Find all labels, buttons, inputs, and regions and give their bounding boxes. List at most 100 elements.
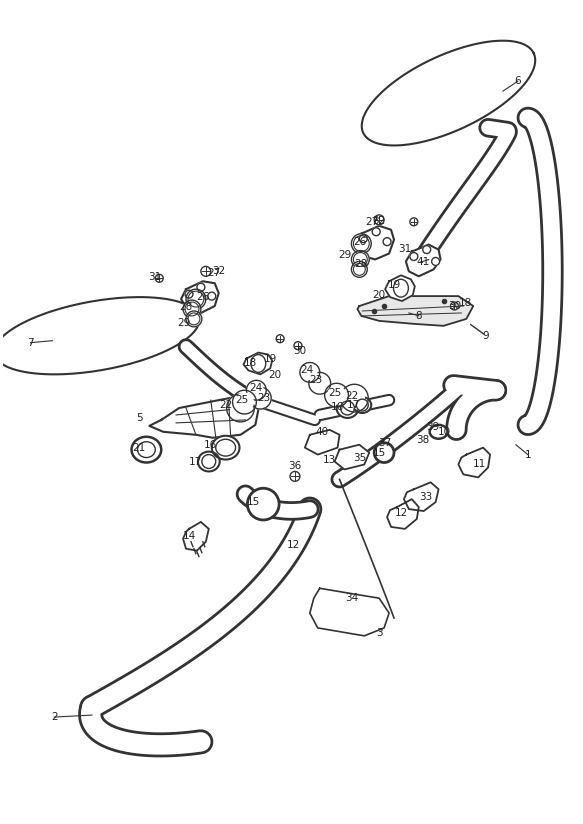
Polygon shape [335, 445, 369, 470]
Polygon shape [361, 40, 535, 146]
Circle shape [155, 274, 163, 283]
Text: 27: 27 [207, 269, 220, 279]
Text: 38: 38 [416, 435, 429, 445]
Text: 14: 14 [182, 531, 196, 541]
Ellipse shape [227, 394, 254, 422]
Circle shape [276, 335, 284, 343]
Text: 28: 28 [354, 260, 368, 269]
Polygon shape [356, 226, 394, 260]
Text: 19: 19 [387, 280, 401, 290]
Circle shape [197, 283, 205, 291]
Text: 24: 24 [300, 365, 314, 376]
Ellipse shape [252, 391, 268, 406]
Text: 15: 15 [247, 497, 260, 507]
Polygon shape [305, 430, 339, 455]
Ellipse shape [352, 261, 367, 278]
Ellipse shape [394, 279, 408, 297]
Circle shape [247, 489, 279, 520]
Polygon shape [357, 296, 473, 325]
Text: 21: 21 [132, 442, 145, 452]
Ellipse shape [325, 383, 349, 407]
Text: 36: 36 [289, 461, 301, 471]
Text: 19: 19 [264, 353, 277, 363]
Text: 26: 26 [196, 292, 209, 302]
Ellipse shape [345, 388, 364, 408]
Circle shape [383, 237, 391, 246]
Circle shape [451, 302, 458, 310]
Polygon shape [458, 447, 490, 477]
Circle shape [374, 442, 394, 462]
Polygon shape [310, 588, 389, 636]
Text: 2: 2 [51, 712, 58, 722]
Ellipse shape [185, 302, 199, 316]
Text: 31: 31 [147, 272, 161, 283]
Circle shape [410, 218, 418, 226]
Text: 25: 25 [328, 388, 341, 398]
Ellipse shape [312, 376, 328, 391]
Ellipse shape [212, 436, 240, 460]
Polygon shape [181, 281, 219, 313]
Ellipse shape [352, 234, 371, 254]
Text: 27: 27 [366, 217, 379, 227]
Ellipse shape [353, 264, 366, 275]
Ellipse shape [353, 397, 371, 413]
Polygon shape [387, 499, 419, 529]
Circle shape [185, 290, 193, 298]
Text: 17: 17 [189, 456, 202, 466]
Ellipse shape [186, 311, 202, 327]
Text: 18: 18 [244, 358, 257, 368]
Ellipse shape [198, 452, 220, 471]
Text: 11: 11 [473, 460, 486, 470]
Ellipse shape [183, 300, 201, 318]
Text: 32: 32 [212, 266, 225, 276]
Text: 30: 30 [448, 301, 461, 311]
Polygon shape [385, 275, 415, 301]
Text: 35: 35 [353, 452, 366, 462]
Circle shape [359, 235, 367, 242]
Text: 23: 23 [258, 393, 271, 403]
Ellipse shape [188, 313, 200, 325]
Ellipse shape [340, 401, 354, 415]
Text: 30: 30 [293, 345, 307, 356]
Polygon shape [149, 396, 258, 438]
Text: 29: 29 [338, 250, 351, 260]
Text: 24: 24 [250, 383, 263, 393]
Polygon shape [244, 353, 272, 374]
Ellipse shape [430, 425, 448, 438]
Ellipse shape [251, 354, 266, 372]
Text: 32: 32 [373, 216, 386, 226]
Text: 16: 16 [331, 402, 344, 412]
Text: 20: 20 [269, 370, 282, 381]
Text: 10: 10 [438, 427, 451, 437]
Text: 34: 34 [345, 593, 358, 603]
Circle shape [431, 257, 440, 265]
Ellipse shape [250, 387, 271, 409]
Circle shape [208, 293, 216, 300]
Circle shape [201, 266, 211, 276]
Text: 18: 18 [459, 298, 472, 308]
Text: 12: 12 [395, 508, 409, 518]
Circle shape [294, 342, 302, 349]
Ellipse shape [340, 384, 368, 412]
Text: 40: 40 [315, 427, 328, 437]
Polygon shape [404, 482, 438, 511]
Text: 22: 22 [219, 400, 232, 410]
Text: 1: 1 [525, 450, 531, 460]
Ellipse shape [138, 442, 155, 457]
Text: 39: 39 [426, 422, 439, 432]
Text: 3: 3 [376, 628, 382, 638]
Text: 12: 12 [286, 540, 300, 550]
Circle shape [372, 227, 380, 236]
Text: 16: 16 [204, 440, 217, 450]
Text: 17: 17 [347, 400, 360, 410]
Text: 37: 37 [378, 438, 392, 447]
Text: 5: 5 [136, 413, 143, 423]
Ellipse shape [236, 393, 254, 411]
Text: 31: 31 [398, 244, 412, 254]
Text: 28: 28 [180, 302, 192, 312]
Polygon shape [406, 245, 441, 276]
Ellipse shape [353, 252, 367, 266]
Text: 8: 8 [416, 311, 422, 321]
Ellipse shape [336, 398, 359, 418]
Text: 33: 33 [419, 492, 433, 502]
